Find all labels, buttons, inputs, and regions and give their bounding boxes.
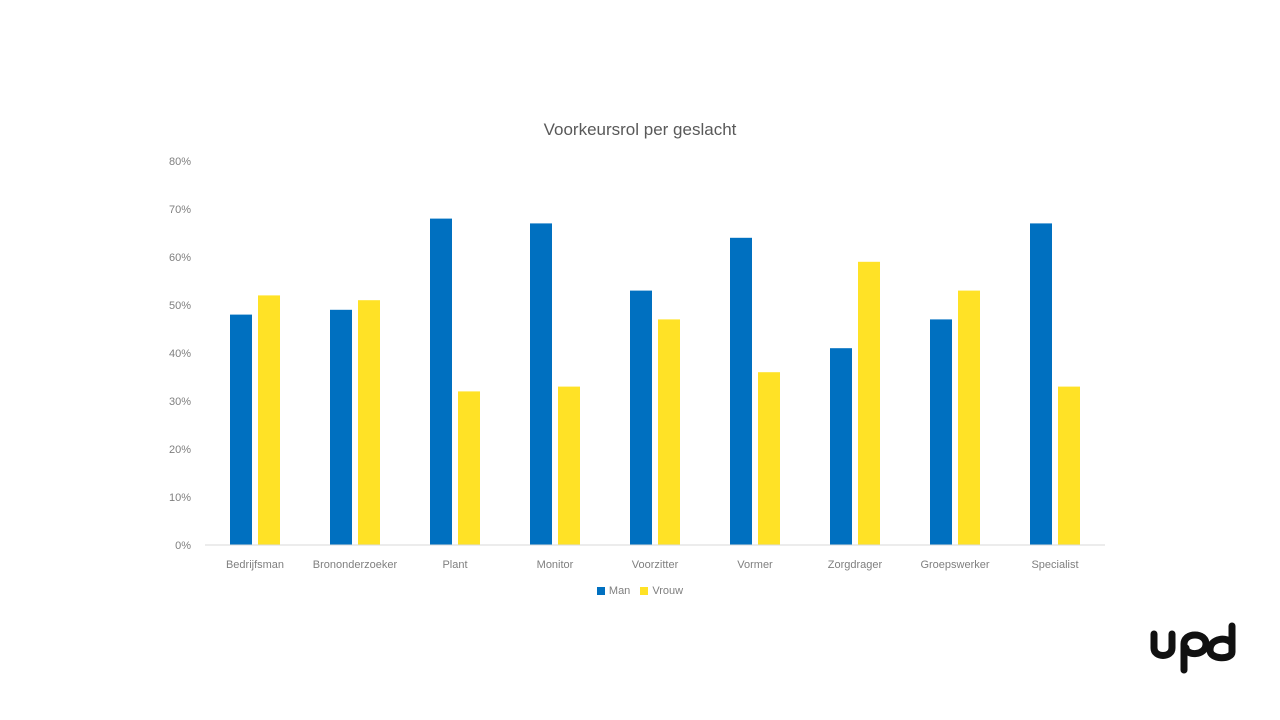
bar-man-bedrijfsman <box>230 314 252 545</box>
y-tick-label: 30% <box>169 396 191 408</box>
legend-item-man: Man <box>596 585 631 597</box>
bar-man-vormer <box>730 237 752 546</box>
x-tick-label: Plant <box>442 559 467 571</box>
bars-group <box>230 218 1080 546</box>
y-tick-label: 20% <box>169 444 191 456</box>
y-tick-label: 50% <box>169 300 191 312</box>
bar-vrouw-bedrijfsman <box>258 295 280 545</box>
x-axis-ticks: Bedrijfsman Brononderzoeker Plant Monitor Vo… <box>226 559 1079 571</box>
bar-vrouw-plant <box>458 391 480 545</box>
legend-label-man: Man <box>608 585 631 597</box>
y-tick-label: 40% <box>169 348 191 360</box>
bar-vrouw-brononderzoeker <box>358 300 380 545</box>
upd-logo <box>1150 622 1236 674</box>
y-tick-label: 10% <box>169 492 191 504</box>
y-tick-label: 60% <box>169 252 191 264</box>
bar-man-specialist <box>1030 223 1052 545</box>
bar-man-brononderzoeker <box>330 309 352 545</box>
x-tick-label: Zorgdrager <box>828 559 883 571</box>
bar-vrouw-vormer <box>758 372 780 545</box>
bar-vrouw-monitor <box>558 386 580 545</box>
y-tick-label: 80% <box>169 156 191 168</box>
bar-man-monitor <box>530 223 552 545</box>
legend-swatch-man <box>596 587 605 595</box>
x-tick-label: Vormer <box>737 559 773 571</box>
chart-title: Voorkeursrol per geslacht <box>543 120 737 139</box>
x-tick-label: Voorzitter <box>632 559 679 571</box>
y-axis-ticks: 0% 10% 20% 30% 40% 50% 60% 70% 80% <box>169 156 191 552</box>
x-tick-label: Specialist <box>1031 559 1078 571</box>
bar-vrouw-voorzitter <box>658 319 680 545</box>
x-tick-label: Brononderzoeker <box>313 559 398 571</box>
legend-item-vrouw: Vrouw <box>640 585 683 597</box>
x-tick-label: Bedrijfsman <box>226 559 284 571</box>
bar-man-voorzitter <box>630 290 652 545</box>
bar-vrouw-zorgdrager <box>858 261 880 545</box>
bar-man-plant <box>430 218 452 545</box>
bar-vrouw-specialist <box>1058 386 1080 545</box>
x-tick-label: Monitor <box>537 559 574 571</box>
bar-man-groepswerker <box>930 319 952 545</box>
legend: Man Vrouw <box>0 585 1280 597</box>
bar-man-zorgdrager <box>830 348 852 545</box>
y-tick-label: 70% <box>169 204 191 216</box>
x-tick-label: Groepswerker <box>920 559 989 571</box>
legend-label-vrouw: Vrouw <box>652 585 684 597</box>
bar-vrouw-groepswerker <box>958 290 980 545</box>
y-tick-label: 0% <box>175 540 191 552</box>
legend-swatch-vrouw <box>640 587 649 595</box>
